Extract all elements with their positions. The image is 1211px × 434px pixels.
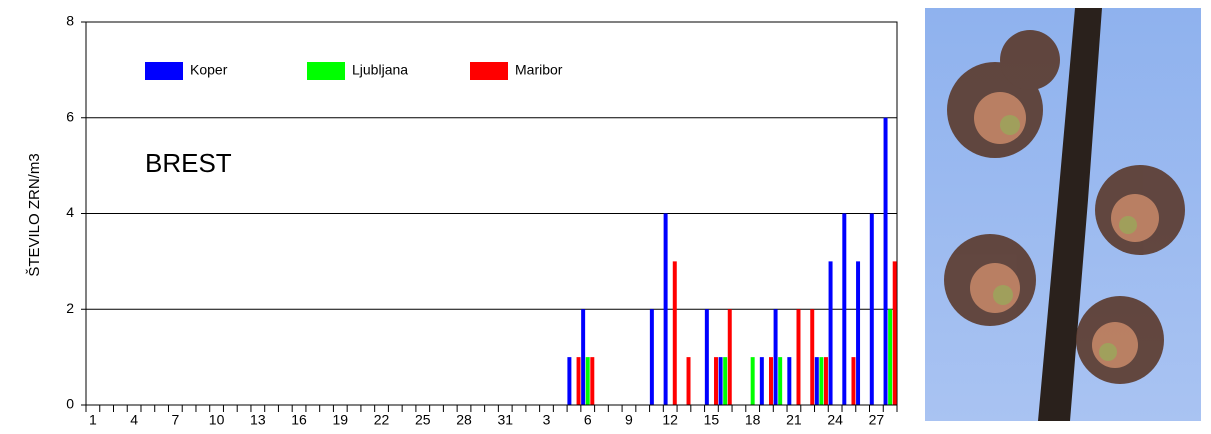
legend-label: Ljubljana xyxy=(352,62,408,78)
y-tick-label: 6 xyxy=(66,108,74,124)
bar xyxy=(576,357,581,405)
x-tick-label: 9 xyxy=(625,412,633,428)
bar xyxy=(750,357,755,405)
x-tick-label: 28 xyxy=(456,412,472,428)
y-axis-label: ŠTEVILO ZRN/m3 xyxy=(26,153,43,276)
photo xyxy=(925,8,1201,421)
bar xyxy=(672,261,677,405)
bar xyxy=(567,357,572,405)
bar xyxy=(727,309,732,405)
x-tick-label: 3 xyxy=(543,412,551,428)
x-tick-label: 18 xyxy=(745,412,761,428)
bar xyxy=(810,309,815,405)
x-tick-label: 27 xyxy=(869,412,885,428)
y-tick-label: 0 xyxy=(66,396,74,412)
bar xyxy=(769,357,773,405)
legend-swatch xyxy=(145,62,183,80)
x-tick-label: 13 xyxy=(250,412,266,428)
x-tick-label: 25 xyxy=(415,412,431,428)
x-tick-label: 31 xyxy=(497,412,513,428)
bar xyxy=(663,213,668,405)
bar xyxy=(714,357,719,405)
bar xyxy=(842,213,847,405)
y-tick-label: 2 xyxy=(66,300,74,316)
x-tick-label: 15 xyxy=(704,412,720,428)
bar xyxy=(649,309,654,405)
bar xyxy=(892,261,897,405)
x-tick-label: 1 xyxy=(89,412,97,428)
bar xyxy=(796,309,801,405)
bar xyxy=(787,357,792,405)
legend-label: Maribor xyxy=(515,62,563,78)
x-tick-label: 7 xyxy=(171,412,179,428)
annotation: BREST xyxy=(145,148,232,178)
bar xyxy=(869,213,874,405)
x-tick-label: 10 xyxy=(209,412,225,428)
x-tick-label: 12 xyxy=(662,412,678,428)
legend-swatch xyxy=(470,62,508,80)
legend-swatch xyxy=(307,62,345,80)
bar xyxy=(819,357,824,405)
bar xyxy=(856,261,861,405)
x-tick-label: 24 xyxy=(827,412,843,428)
bar xyxy=(814,357,819,405)
bar xyxy=(590,357,595,405)
x-tick-label: 6 xyxy=(584,412,592,428)
bar xyxy=(686,357,691,405)
x-tick-label: 22 xyxy=(374,412,390,428)
bar xyxy=(778,357,783,405)
bar xyxy=(704,309,709,405)
bar xyxy=(581,309,586,405)
bar xyxy=(718,357,723,405)
bar xyxy=(585,357,590,405)
bar xyxy=(773,309,778,405)
bar xyxy=(759,357,764,405)
y-tick-label: 4 xyxy=(66,204,74,220)
y-tick-label: 8 xyxy=(66,13,74,29)
x-tick-label: 16 xyxy=(291,412,307,428)
bar xyxy=(723,357,728,405)
bar xyxy=(828,261,833,405)
bar xyxy=(888,309,893,405)
x-tick-label: 19 xyxy=(333,412,349,428)
bar xyxy=(851,357,856,405)
legend-label: Koper xyxy=(190,62,228,78)
x-tick-label: 4 xyxy=(130,412,138,428)
bar xyxy=(823,357,828,405)
x-tick-label: 21 xyxy=(786,412,802,428)
bar xyxy=(883,117,888,405)
